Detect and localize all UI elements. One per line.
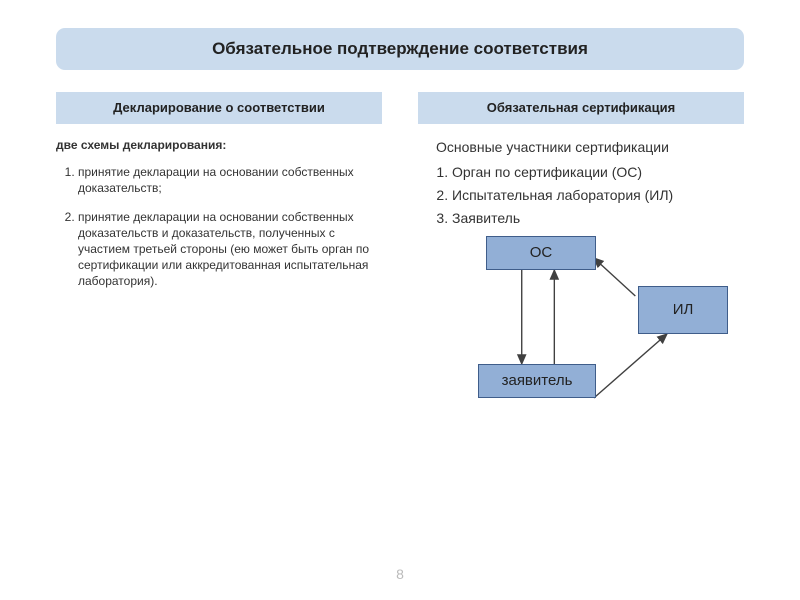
- two-column-layout: Декларирование о соответствии две схемы …: [56, 92, 744, 426]
- list-item: Заявитель: [452, 209, 744, 228]
- list-item: Испытательная лаборатория (ИЛ): [452, 186, 744, 205]
- node-il: ИЛ: [638, 286, 728, 334]
- page-number: 8: [396, 566, 404, 582]
- declaration-schemes-list: принятие декларации на основании собстве…: [56, 164, 382, 289]
- right-column: Обязательная сертификация Основные участ…: [418, 92, 744, 426]
- participants-list: Орган по сертификации (ОС) Испытательная…: [418, 163, 744, 228]
- right-intro-text: Основные участники сертификации: [436, 138, 744, 157]
- left-intro-text: две схемы декларирования:: [56, 138, 382, 152]
- node-applicant: заявитель: [478, 364, 596, 398]
- left-subheader: Декларирование о соответствии: [56, 92, 382, 124]
- right-subheader: Обязательная сертификация: [418, 92, 744, 124]
- list-item: Орган по сертификации (ОС): [452, 163, 744, 182]
- left-column: Декларирование о соответствии две схемы …: [56, 92, 382, 426]
- node-os: ОС: [486, 236, 596, 270]
- list-item: принятие декларации на основании собстве…: [78, 209, 382, 290]
- page-title: Обязательное подтверждение соответствия: [56, 28, 744, 70]
- list-item: принятие декларации на основании собстве…: [78, 164, 382, 196]
- certification-diagram: ОС ИЛ заявитель: [418, 236, 744, 426]
